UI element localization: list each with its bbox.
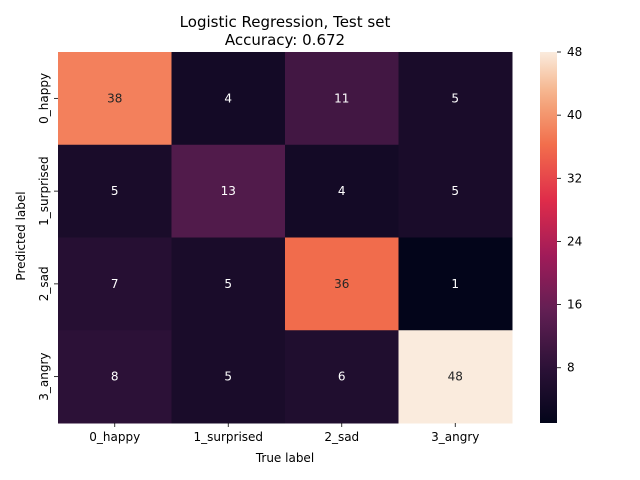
colorbar-tick-label: 24 [567, 234, 582, 248]
x-tick-label: 1_surprised [193, 430, 263, 444]
cell-value-label: 4 [224, 91, 232, 105]
cell-value-label: 5 [224, 277, 232, 291]
heatmap-cell [285, 52, 399, 146]
chart-title: Logistic Regression, Test set [180, 13, 391, 31]
colorbar-tick-label: 48 [567, 45, 582, 59]
heatmap-cell [285, 237, 399, 331]
heatmap-cell [285, 330, 399, 424]
heatmap-cell [398, 144, 513, 238]
cell-value-label: 8 [111, 370, 119, 384]
y-tick-label: 3_angry [37, 353, 51, 401]
chart-subtitle: Accuracy: 0.672 [225, 31, 345, 49]
cell-value-label: 6 [338, 370, 346, 384]
cell-value-label: 1 [451, 277, 459, 291]
y-tick-label: 1_surprised [37, 156, 51, 226]
colorbar-gradient [540, 52, 557, 423]
y-tick-label: 2_sad [37, 266, 51, 301]
cell-value-label: 7 [111, 277, 119, 291]
heatmap-cell [171, 330, 286, 424]
cell-value-label: 5 [111, 184, 119, 198]
colorbar: 8 16 24 32 40 48 [540, 45, 582, 423]
heatmap-cell [58, 237, 172, 331]
cell-value-label: 5 [224, 370, 232, 384]
heatmap-cell [171, 52, 286, 146]
colorbar-tick-label: 16 [567, 298, 582, 312]
x-tick-label: 3_angry [431, 430, 479, 444]
cell-value-label: 4 [338, 184, 346, 198]
heatmap-cell [58, 330, 172, 424]
x-tick-label: 0_happy [89, 430, 140, 444]
heatmap-cell [285, 144, 399, 238]
cell-value-label: 5 [451, 91, 459, 105]
heatmap-cell [58, 144, 172, 238]
colorbar-tick-label: 32 [567, 171, 582, 185]
heatmap-cell [398, 237, 513, 331]
cell-value-label: 11 [334, 91, 349, 105]
x-tick-labels: 0_happy 1_surprised 2_sad 3_angry [89, 423, 479, 444]
y-tick-labels: 0_happy 1_surprised 2_sad 3_angry [37, 73, 58, 401]
heatmap-cell [171, 144, 286, 238]
x-tick-label: 2_sad [324, 430, 359, 444]
heatmap-cells: 38 4 11 5 5 13 4 5 7 5 36 1 8 5 6 48 [58, 52, 513, 424]
cell-value-label: 48 [448, 370, 463, 384]
cell-value-label: 36 [334, 277, 349, 291]
colorbar-tick-label: 40 [567, 108, 582, 122]
heatmap-cell [398, 52, 513, 146]
heatmap-cell [398, 330, 513, 424]
cell-value-label: 38 [107, 91, 122, 105]
y-axis-label: Predicted label [14, 191, 28, 280]
y-tick-label: 0_happy [37, 73, 51, 124]
heatmap-cell [58, 52, 172, 146]
cell-value-label: 13 [221, 184, 236, 198]
x-axis-label: True label [255, 451, 314, 465]
colorbar-tick-label: 8 [567, 361, 575, 375]
cell-value-label: 5 [451, 184, 459, 198]
heatmap-cell [171, 237, 286, 331]
